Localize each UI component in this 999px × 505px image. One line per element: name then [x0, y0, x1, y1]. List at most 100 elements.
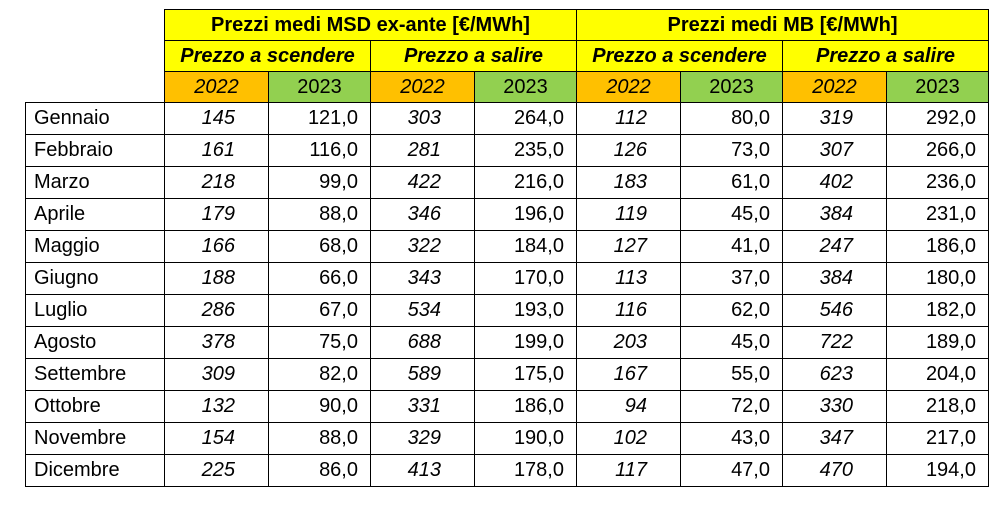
price-cell: 722 — [782, 326, 887, 359]
price-cell: 43,0 — [680, 422, 783, 455]
price-cell: 112 — [576, 102, 681, 135]
price-cell: 184,0 — [474, 230, 577, 263]
price-cell: 303 — [370, 102, 475, 135]
price-cell: 180,0 — [886, 262, 989, 295]
price-cell: 45,0 — [680, 198, 783, 231]
price-cell: 94 — [576, 390, 681, 423]
subheader-mb-salire: Prezzo a salire — [782, 40, 989, 72]
price-cell: 132 — [164, 390, 269, 423]
table-row: Maggio 166 68,0 322 184,0 127 41,0 247 186,0 — [25, 230, 989, 263]
price-cell: 189,0 — [886, 326, 989, 359]
price-cell: 402 — [782, 166, 887, 199]
month-label: Marzo — [25, 166, 165, 199]
price-cell: 41,0 — [680, 230, 783, 263]
price-cell: 127 — [576, 230, 681, 263]
corner-cell — [25, 9, 165, 41]
price-cell: 183 — [576, 166, 681, 199]
price-cell: 309 — [164, 358, 269, 391]
year-header: 2023 — [680, 71, 783, 103]
year-header: 2022 — [576, 71, 681, 103]
price-cell: 75,0 — [268, 326, 371, 359]
price-cell: 204,0 — [886, 358, 989, 391]
price-cell: 199,0 — [474, 326, 577, 359]
price-cell: 203 — [576, 326, 681, 359]
table-row: Gennaio 145 121,0 303 264,0 112 80,0 319 292,0 — [25, 102, 989, 135]
month-label: Agosto — [25, 326, 165, 359]
price-cell: 264,0 — [474, 102, 577, 135]
group-header-row: Prezzi medi MSD ex-ante [€/MWh] Prezzi m… — [25, 9, 989, 41]
price-cell: 121,0 — [268, 102, 371, 135]
subheader-row: Prezzo a scendere Prezzo a salire Prezzo… — [25, 40, 989, 72]
price-cell: 170,0 — [474, 262, 577, 295]
corner-cell — [25, 40, 165, 72]
month-label: Maggio — [25, 230, 165, 263]
subheader-msd-salire: Prezzo a salire — [370, 40, 577, 72]
price-cell: 167 — [576, 358, 681, 391]
price-cell: 178,0 — [474, 454, 577, 487]
price-cell: 145 — [164, 102, 269, 135]
year-header: 2022 — [782, 71, 887, 103]
price-cell: 188 — [164, 262, 269, 295]
month-label: Settembre — [25, 358, 165, 391]
price-cell: 62,0 — [680, 294, 783, 327]
price-cell: 218 — [164, 166, 269, 199]
price-cell: 37,0 — [680, 262, 783, 295]
price-cell: 119 — [576, 198, 681, 231]
price-cell: 688 — [370, 326, 475, 359]
price-cell: 247 — [782, 230, 887, 263]
price-cell: 347 — [782, 422, 887, 455]
month-label: Giugno — [25, 262, 165, 295]
price-cell: 413 — [370, 454, 475, 487]
table-row: Luglio 286 67,0 534 193,0 116 62,0 546 182,0 — [25, 294, 989, 327]
price-cell: 331 — [370, 390, 475, 423]
price-cell: 186,0 — [886, 230, 989, 263]
price-cell: 47,0 — [680, 454, 783, 487]
group-header-msd: Prezzi medi MSD ex-ante [€/MWh] — [164, 9, 577, 41]
price-cell: 154 — [164, 422, 269, 455]
price-cell: 589 — [370, 358, 475, 391]
price-cell: 61,0 — [680, 166, 783, 199]
price-cell: 88,0 — [268, 422, 371, 455]
price-cell: 346 — [370, 198, 475, 231]
price-cell: 99,0 — [268, 166, 371, 199]
table-row: Aprile 179 88,0 346 196,0 119 45,0 384 231,0 — [25, 198, 989, 231]
price-cell: 88,0 — [268, 198, 371, 231]
price-cell: 329 — [370, 422, 475, 455]
year-header: 2023 — [886, 71, 989, 103]
price-cell: 161 — [164, 134, 269, 167]
price-cell: 330 — [782, 390, 887, 423]
table-row: Febbraio 161 116,0 281 235,0 126 73,0 307 266,0 — [25, 134, 989, 167]
year-row: 2022 2023 2022 2023 2022 2023 2022 2023 — [25, 71, 989, 103]
price-cell: 307 — [782, 134, 887, 167]
month-label: Dicembre — [25, 454, 165, 487]
price-cell: 67,0 — [268, 294, 371, 327]
price-cell: 86,0 — [268, 454, 371, 487]
table-row: Ottobre 132 90,0 331 186,0 94 72,0 330 218,0 — [25, 390, 989, 423]
price-cell: 45,0 — [680, 326, 783, 359]
price-cell: 55,0 — [680, 358, 783, 391]
price-cell: 166 — [164, 230, 269, 263]
table-row: Novembre 154 88,0 329 190,0 102 43,0 347 217,0 — [25, 422, 989, 455]
price-cell: 190,0 — [474, 422, 577, 455]
price-cell: 80,0 — [680, 102, 783, 135]
month-label: Aprile — [25, 198, 165, 231]
price-cell: 225 — [164, 454, 269, 487]
year-header: 2022 — [164, 71, 269, 103]
price-cell: 384 — [782, 262, 887, 295]
price-table: Prezzi medi MSD ex-ante [€/MWh] Prezzi m… — [25, 9, 989, 487]
price-cell: 186,0 — [474, 390, 577, 423]
table-row: Settembre 309 82,0 589 175,0 167 55,0 623 204,0 — [25, 358, 989, 391]
price-cell: 179 — [164, 198, 269, 231]
table-body: Gennaio 145 121,0 303 264,0 112 80,0 319 292,0 Fe… — [25, 102, 989, 487]
price-cell: 286 — [164, 294, 269, 327]
month-label: Luglio — [25, 294, 165, 327]
price-cell: 66,0 — [268, 262, 371, 295]
year-header: 2023 — [474, 71, 577, 103]
price-cell: 623 — [782, 358, 887, 391]
price-cell: 322 — [370, 230, 475, 263]
price-cell: 384 — [782, 198, 887, 231]
price-cell: 193,0 — [474, 294, 577, 327]
price-cell: 343 — [370, 262, 475, 295]
price-cell: 235,0 — [474, 134, 577, 167]
price-cell: 266,0 — [886, 134, 989, 167]
